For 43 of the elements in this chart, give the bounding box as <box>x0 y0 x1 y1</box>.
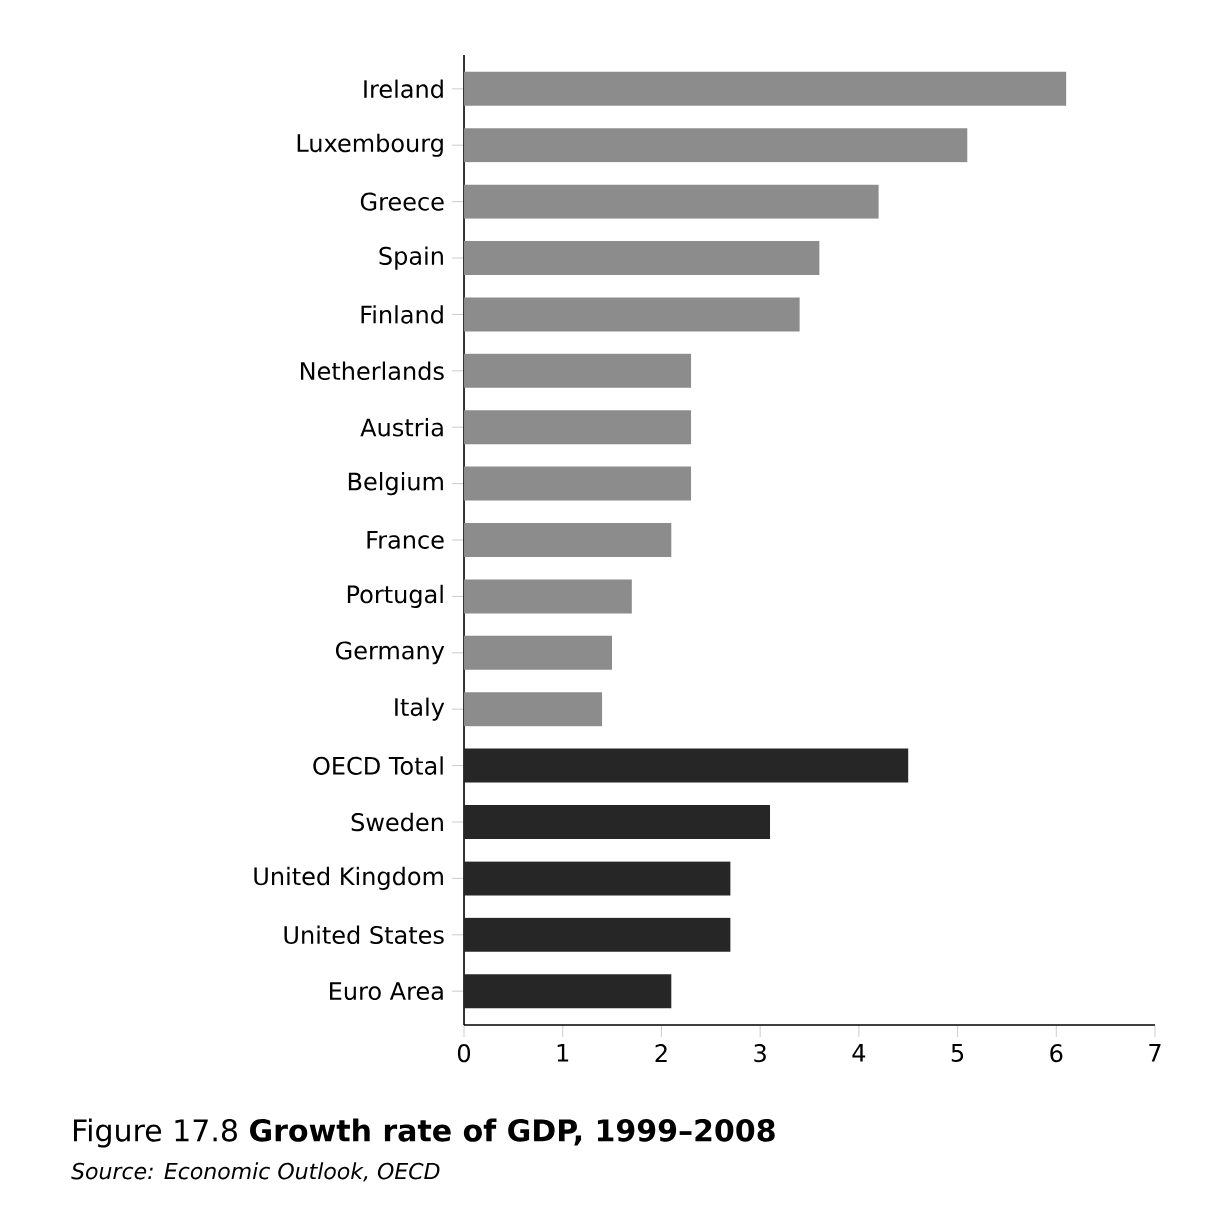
bar <box>464 917 731 952</box>
bar <box>464 297 800 332</box>
y-tick-label: Italy <box>395 697 445 721</box>
y-tick-label: Austria <box>360 417 443 437</box>
bar <box>464 635 613 670</box>
y-tick-label: Ireland <box>364 79 443 99</box>
x-tick-label: 2 <box>655 1044 667 1062</box>
y-tick-label: Finland <box>361 305 443 324</box>
x-tick-label: 6 <box>1050 1044 1063 1063</box>
bar <box>464 523 672 557</box>
x-tick-label: 3 <box>754 1044 766 1063</box>
y-tick-label: Portugal <box>347 584 443 609</box>
bar <box>464 804 771 839</box>
x-tick-label: 1 <box>557 1044 569 1062</box>
y-tick-label: Greece <box>360 192 444 211</box>
y-tick-label: Spain <box>379 246 443 270</box>
y-tick-label: Belgium <box>348 472 443 496</box>
bar <box>464 692 603 727</box>
y-tick-label: United States <box>284 925 444 945</box>
y-tick-label: Euro Area <box>330 982 443 1001</box>
source-note: Source: Economic Outlook, OECD <box>71 1162 440 1182</box>
bar <box>464 974 672 1009</box>
bar <box>464 410 692 445</box>
y-tick-label: Germany <box>335 641 445 665</box>
bar <box>464 128 968 163</box>
x-tick-label: 0 <box>457 1044 471 1063</box>
x-tick-label: 7 <box>1149 1044 1161 1062</box>
y-tick-label: United Kingdom <box>254 866 443 890</box>
bar <box>464 861 731 896</box>
bar <box>464 71 1067 106</box>
y-tick-label: Luxembourg <box>297 133 443 157</box>
y-tick-label: Sweden <box>351 812 443 832</box>
y-tick-label: Netherlands <box>300 361 444 381</box>
bar <box>464 353 692 388</box>
y-tick-label: France <box>367 531 444 549</box>
y-tick-label: OECD Total <box>313 756 443 775</box>
bar <box>464 579 632 614</box>
bar <box>464 466 692 501</box>
text: Figure 17.8 Growth rate of GDP, 1999–2008 <box>74 1118 775 1148</box>
bar <box>464 748 909 783</box>
x-tick-label: 4 <box>852 1044 866 1062</box>
x-tick-label: 5 <box>951 1044 964 1062</box>
bar <box>464 184 879 219</box>
